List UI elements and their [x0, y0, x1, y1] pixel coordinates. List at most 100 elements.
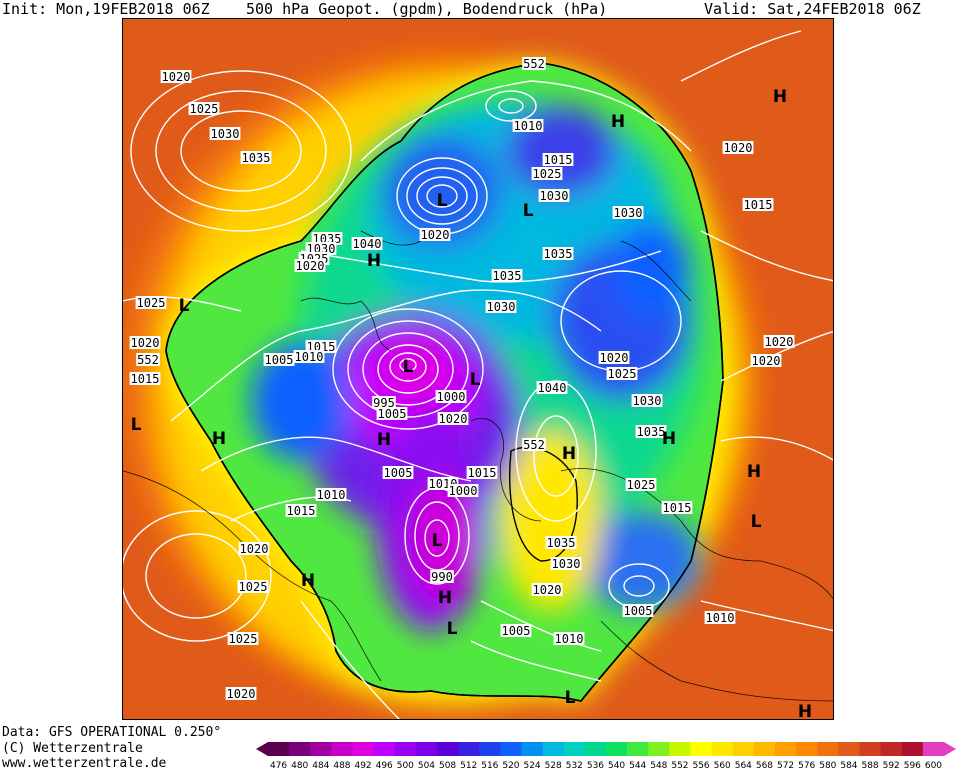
contour-label: 1035: [542, 247, 574, 261]
legend-tick-label: 516: [481, 761, 498, 770]
svg-text:990: 990: [431, 570, 453, 584]
low-pressure-marker: L: [751, 512, 762, 532]
map-canvas: 1020102510301035552101010151025103010301…: [123, 19, 833, 719]
contour-label: 1030: [631, 394, 663, 408]
legend-tick-label: 512: [460, 761, 477, 770]
low-pressure-marker: L: [131, 415, 142, 435]
contour-label: 1035: [545, 536, 577, 550]
high-pressure-marker: H: [611, 112, 625, 132]
valid-time: Valid: Sat,24FEB2018 06Z: [704, 0, 921, 18]
svg-text:1015: 1015: [663, 501, 692, 515]
svg-text:1030: 1030: [552, 557, 581, 571]
svg-text:1020: 1020: [533, 583, 562, 597]
contour-label: 1020: [160, 70, 192, 84]
svg-text:1030: 1030: [614, 206, 643, 220]
svg-text:1015: 1015: [287, 504, 316, 518]
svg-text:1015: 1015: [544, 153, 573, 167]
contour-label: 1000: [435, 390, 467, 404]
legend-swatch: [838, 742, 860, 756]
legend-tick-label: 560: [714, 761, 731, 770]
contour-label: 1005: [622, 604, 654, 618]
legend-swatch: [859, 742, 882, 756]
contour-label: 990: [430, 570, 454, 584]
contour-label: 1020: [225, 687, 257, 701]
contour-label: 1020: [238, 542, 270, 556]
contour-label: 1010: [293, 350, 325, 364]
contour-label: 1030: [485, 300, 517, 314]
svg-text:1005: 1005: [502, 624, 531, 638]
contour-labels: 1020102510301035552101010151025103010301…: [129, 57, 795, 701]
website-link[interactable]: www.wetterzentrale.de: [2, 756, 167, 771]
legend-swatch: [669, 742, 691, 756]
legend-tick-label: 576: [798, 761, 815, 770]
svg-text:1020: 1020: [752, 354, 781, 368]
svg-text:1025: 1025: [229, 632, 258, 646]
svg-text:1010: 1010: [555, 632, 584, 646]
legend-tick-label: 504: [418, 761, 435, 770]
legend-tick-label: 600: [925, 761, 942, 770]
svg-text:1000: 1000: [437, 390, 466, 404]
legend-swatch: [437, 742, 459, 756]
legend-swatch: [753, 742, 776, 756]
contour-label: 552: [522, 438, 546, 452]
svg-text:1040: 1040: [353, 237, 382, 251]
contour-label: 1015: [742, 198, 774, 212]
contour-label: 1025: [606, 367, 638, 381]
legend-tick-label: 528: [545, 761, 562, 770]
svg-text:1005: 1005: [384, 466, 413, 480]
high-pressure-marker: H: [212, 429, 226, 449]
legend-tick-label: 532: [566, 761, 583, 770]
high-pressure-marker: H: [377, 430, 391, 450]
legend-tick-label: 488: [333, 761, 350, 770]
legend-swatch: [796, 742, 818, 756]
contour-label: 1005: [382, 466, 414, 480]
svg-text:1015: 1015: [468, 466, 497, 480]
legend-swatch: [817, 742, 839, 756]
contour-label: 1010: [553, 632, 585, 646]
contour-label: 1020: [437, 412, 469, 426]
low-pressure-marker: L: [565, 688, 576, 708]
legend-swatch: [373, 742, 396, 756]
svg-text:1010: 1010: [706, 611, 735, 625]
contour-label: 1040: [351, 237, 383, 251]
contour-label: 1035: [635, 425, 667, 439]
high-pressure-marker: H: [438, 588, 452, 608]
contour-label: 1010: [704, 611, 736, 625]
legend-tick-label: 540: [608, 761, 625, 770]
high-pressure-marker: H: [747, 462, 761, 482]
legend-swatch: [901, 742, 924, 756]
legend-tick-label: 508: [439, 761, 456, 770]
svg-text:1020: 1020: [162, 70, 191, 84]
svg-text:1025: 1025: [239, 580, 268, 594]
legend-swatch: [479, 742, 501, 756]
legend-swatch: [627, 742, 649, 756]
svg-text:552: 552: [523, 57, 545, 71]
geopotential-shading: [123, 19, 833, 719]
contour-label: 995: [372, 396, 396, 410]
contour-label: 1015: [466, 466, 498, 480]
legend-tick-label: 520: [502, 761, 519, 770]
svg-text:1040: 1040: [538, 381, 567, 395]
svg-text:1005: 1005: [624, 604, 653, 618]
svg-text:1020: 1020: [765, 335, 794, 349]
legend-tick-label: 580: [819, 761, 836, 770]
contour-label: 1020: [763, 335, 795, 349]
legend-tick-label: 568: [756, 761, 773, 770]
low-pressure-marker: L: [179, 296, 190, 316]
svg-text:1010: 1010: [317, 488, 346, 502]
svg-text:1005: 1005: [265, 353, 294, 367]
svg-text:1000: 1000: [449, 484, 478, 498]
legend-swatch: [268, 742, 290, 756]
contour-label: 1020: [750, 354, 782, 368]
svg-text:1030: 1030: [211, 127, 240, 141]
contour-label: 1020: [531, 583, 563, 597]
contour-label: 1030: [612, 206, 644, 220]
legend-swatch: [563, 742, 586, 756]
svg-text:1030: 1030: [487, 300, 516, 314]
contour-label: 1000: [447, 484, 479, 498]
high-pressure-marker: H: [367, 251, 381, 271]
legend-swatch: [880, 742, 903, 756]
legend-tick-label: 548: [650, 761, 667, 770]
legend-tick-label: 500: [397, 761, 414, 770]
